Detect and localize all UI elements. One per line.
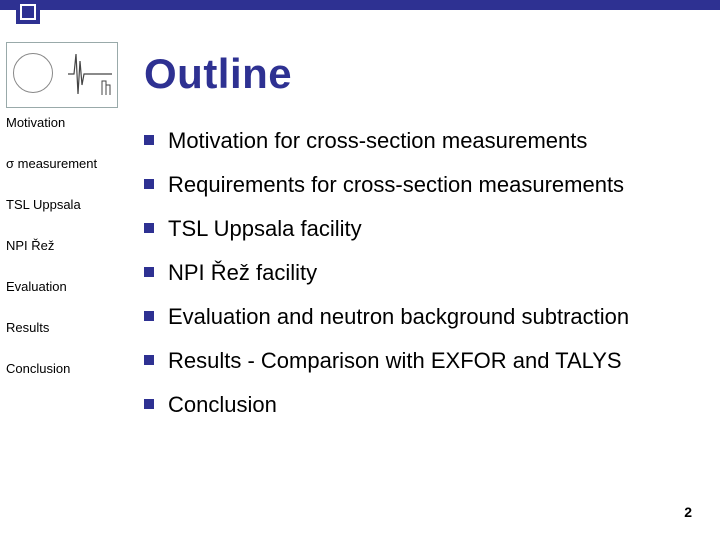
- bullet-icon: [144, 355, 154, 365]
- list-item-text: Evaluation and neutron background subtra…: [168, 304, 629, 330]
- list-item: TSL Uppsala facility: [144, 216, 704, 242]
- list-item-text: NPI Řež facility: [168, 260, 317, 286]
- sidebar-item-npi: NPI Řež: [6, 239, 134, 254]
- sidebar-item-conclusion: Conclusion: [6, 362, 134, 377]
- list-item-text: Requirements for cross-section measureme…: [168, 172, 624, 198]
- bullet-icon: [144, 179, 154, 189]
- list-item-text: Results - Comparison with EXFOR and TALY…: [168, 348, 622, 374]
- list-item: Requirements for cross-section measureme…: [144, 172, 704, 198]
- list-item: Evaluation and neutron background subtra…: [144, 304, 704, 330]
- list-item-text: Motivation for cross-section measurement…: [168, 128, 587, 154]
- sidebar-item-tsl: TSL Uppsala: [6, 198, 134, 213]
- bullet-icon: [144, 399, 154, 409]
- sidebar-item-evaluation: Evaluation: [6, 280, 134, 295]
- top-accent-strip: [0, 0, 720, 10]
- slide-title: Outline: [144, 50, 292, 98]
- corner-square-decoration-center: [22, 6, 34, 18]
- list-item: NPI Řež facility: [144, 260, 704, 286]
- bullet-icon: [144, 267, 154, 277]
- bullet-icon: [144, 223, 154, 233]
- slide-container: { "title": "Outline", "sidebar": { "item…: [0, 0, 720, 540]
- list-item: Motivation for cross-section measurement…: [144, 128, 704, 154]
- outline-list: Motivation for cross-section measurement…: [144, 128, 704, 436]
- sidebar-item-sigma: σ measurement: [6, 157, 134, 172]
- bullet-icon: [144, 311, 154, 321]
- logo-left: [7, 43, 62, 107]
- list-item: Conclusion: [144, 392, 704, 418]
- logo-box: [6, 42, 118, 108]
- sidebar-item-results: Results: [6, 321, 134, 336]
- list-item-text: Conclusion: [168, 392, 277, 418]
- logo-right: [62, 43, 117, 107]
- bullet-icon: [144, 135, 154, 145]
- sidebar-item-motivation: Motivation: [6, 116, 134, 131]
- sidebar-nav: Motivation σ measurement TSL Uppsala NPI…: [6, 116, 134, 403]
- logo-circle-icon: [13, 53, 53, 93]
- list-item-text: TSL Uppsala facility: [168, 216, 362, 242]
- page-number: 2: [684, 504, 692, 520]
- list-item: Results - Comparison with EXFOR and TALY…: [144, 348, 704, 374]
- logo-waveform-icon: [66, 49, 114, 99]
